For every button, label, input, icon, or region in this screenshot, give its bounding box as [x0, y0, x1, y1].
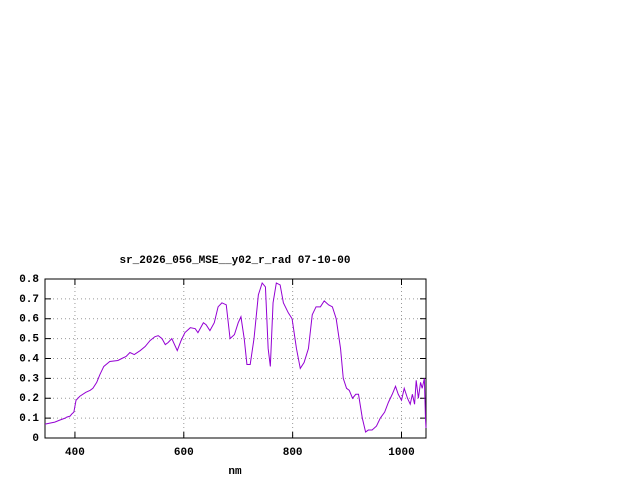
y-tick-label: 0.8 [19, 274, 39, 286]
x-axis-label: nm [228, 466, 242, 478]
y-tick-label: 0.3 [19, 373, 39, 385]
y-tick-label: 0.7 [19, 294, 39, 306]
y-tick-label: 0.1 [19, 413, 39, 425]
y-tick-label: 0.2 [19, 393, 39, 405]
y-tick-label: 0 [32, 433, 39, 445]
data-line [44, 281, 427, 433]
x-tick-label: 1000 [388, 447, 414, 459]
y-tick-label: 0.4 [19, 353, 39, 365]
x-tick-label: 800 [283, 447, 303, 459]
x-tick-label: 400 [65, 447, 85, 459]
chart-title: sr_2026_056_MSE__y02_r_rad 07-10-00 [119, 255, 350, 267]
plot-border [44, 278, 427, 439]
x-tick-label: 600 [174, 447, 194, 459]
y-tick-label: 0.5 [19, 334, 39, 346]
y-tick-label: 0.6 [19, 314, 39, 326]
